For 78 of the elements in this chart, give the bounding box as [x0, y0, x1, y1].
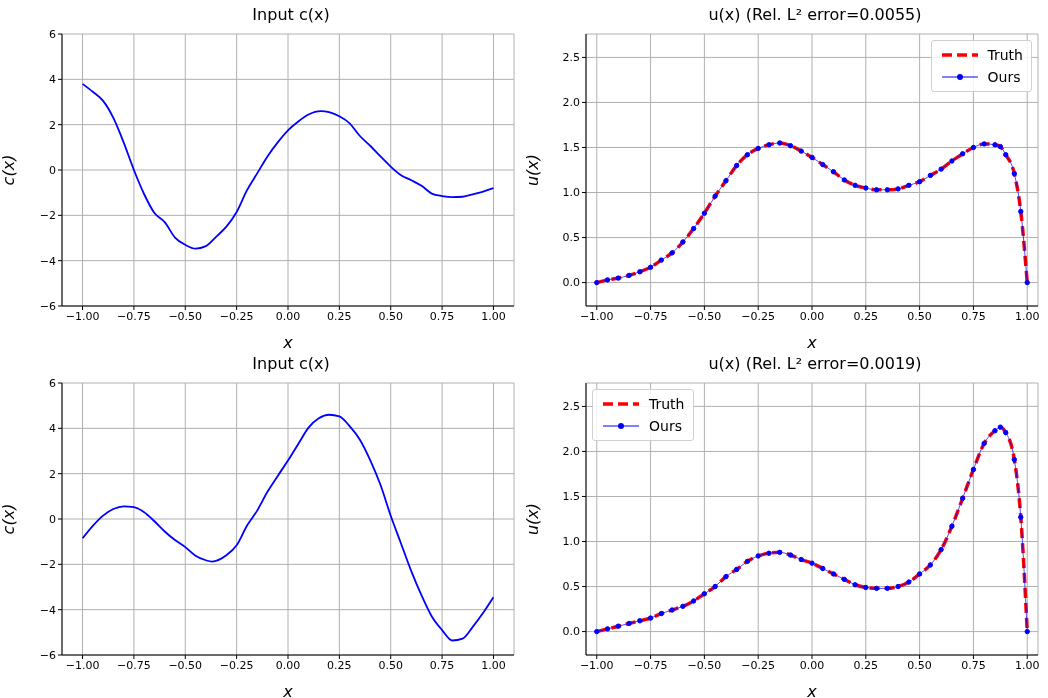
- x-tick-label: −0.25: [741, 658, 776, 672]
- chart-title: Input c(x): [252, 5, 330, 24]
- y-tick-label: 2.0: [562, 96, 580, 110]
- x-tick-label: −0.75: [117, 658, 151, 672]
- x-tick-label: 0.75: [429, 309, 455, 323]
- y-tick-label: 2: [49, 467, 56, 481]
- y-tick-label: 0: [49, 512, 56, 526]
- x-tick-label: −0.25: [219, 309, 254, 323]
- x-tick-label: −0.25: [219, 658, 254, 672]
- x-tick-label: 0.00: [275, 658, 301, 672]
- y-tick-label: −4: [39, 254, 56, 268]
- x-tick-label: 0.00: [799, 658, 825, 672]
- x-tick-label: 0.50: [907, 658, 932, 672]
- x-tick-label: −0.50: [687, 309, 722, 323]
- x-tick-label: −1.00: [65, 658, 100, 672]
- x-tick-label: 0.50: [907, 309, 932, 323]
- y-tick-label: 2: [49, 118, 56, 132]
- x-tick-label: −0.75: [117, 309, 151, 323]
- x-axis-title: x: [806, 333, 818, 352]
- y-tick-label: 0.5: [562, 231, 580, 245]
- y-axis-title: u(x): [522, 153, 542, 187]
- chart-title: u(x) (Rel. L² error=0.0055): [707, 4, 923, 26]
- y-tick-label: 1.0: [562, 535, 580, 549]
- y-tick-label: 4: [49, 422, 56, 436]
- x-tick-label: 0.25: [327, 658, 352, 672]
- y-tick-label: 0.0: [562, 625, 580, 639]
- x-tick-label: 0.25: [327, 309, 352, 323]
- y-tick-label: −4: [39, 603, 56, 617]
- x-tick-label: 0.75: [961, 658, 986, 672]
- x-tick-label: −1.00: [579, 658, 614, 672]
- x-tick-label: 0.50: [378, 658, 403, 672]
- y-tick-label: 6: [49, 376, 56, 390]
- y-tick-label: 2.0: [562, 445, 580, 459]
- x-tick-label: −0.25: [741, 309, 776, 323]
- x-tick-label: −1.00: [65, 309, 100, 323]
- y-tick-label: 6: [49, 27, 56, 41]
- x-tick-label: 0.25: [853, 658, 879, 672]
- y-axis-title: c(x): [0, 154, 18, 186]
- y-tick-label: 0.0: [562, 276, 580, 290]
- x-tick-label: 1.00: [481, 658, 506, 672]
- y-tick-label: −2: [39, 558, 56, 572]
- x-tick-label: −0.50: [168, 309, 203, 323]
- y-tick-label: 0.5: [562, 580, 580, 594]
- chart-title: Input c(x): [252, 354, 330, 373]
- x-tick-label: −0.50: [687, 658, 722, 672]
- x-axis-title: x: [282, 333, 294, 352]
- y-tick-label: 1.5: [562, 141, 580, 155]
- x-tick-label: −1.00: [579, 309, 614, 323]
- y-tick-label: 1.0: [562, 186, 580, 200]
- x-tick-label: 0.75: [961, 309, 986, 323]
- x-tick-label: −0.75: [633, 658, 668, 672]
- y-tick-label: −6: [39, 299, 56, 313]
- legend-label: Truth: [649, 395, 685, 414]
- y-tick-label: 2.5: [562, 400, 580, 414]
- x-tick-label: 1.00: [481, 309, 506, 323]
- y-tick-label: 2.5: [562, 51, 580, 65]
- x-tick-label: 1.00: [1014, 309, 1040, 323]
- x-tick-label: 0.50: [378, 309, 403, 323]
- x-tick-label: −0.50: [168, 658, 203, 672]
- chart-title: u(x) (Rel. L² error=0.0019): [708, 354, 922, 373]
- x-axis-title: x: [282, 682, 294, 698]
- y-axis-title: u(x): [522, 502, 542, 536]
- x-tick-label: 0.00: [799, 309, 825, 323]
- x-axis-title: x: [806, 682, 818, 698]
- legend-label: Truth: [987, 46, 1023, 65]
- legend-label: Ours: [649, 417, 682, 436]
- x-tick-label: 0.75: [429, 658, 455, 672]
- y-tick-label: 0: [49, 163, 56, 177]
- x-tick-label: 1.00: [1014, 658, 1040, 672]
- x-tick-label: −0.75: [633, 309, 668, 323]
- y-tick-label: −2: [39, 209, 56, 223]
- x-tick-label: 0.00: [275, 309, 301, 323]
- x-tick-label: 0.25: [853, 309, 879, 323]
- y-axis-title: c(x): [0, 503, 18, 535]
- legend-label: Ours: [987, 68, 1021, 87]
- y-tick-label: −6: [39, 648, 56, 662]
- y-tick-label: 4: [49, 73, 56, 87]
- y-tick-label: 1.5: [562, 490, 580, 504]
